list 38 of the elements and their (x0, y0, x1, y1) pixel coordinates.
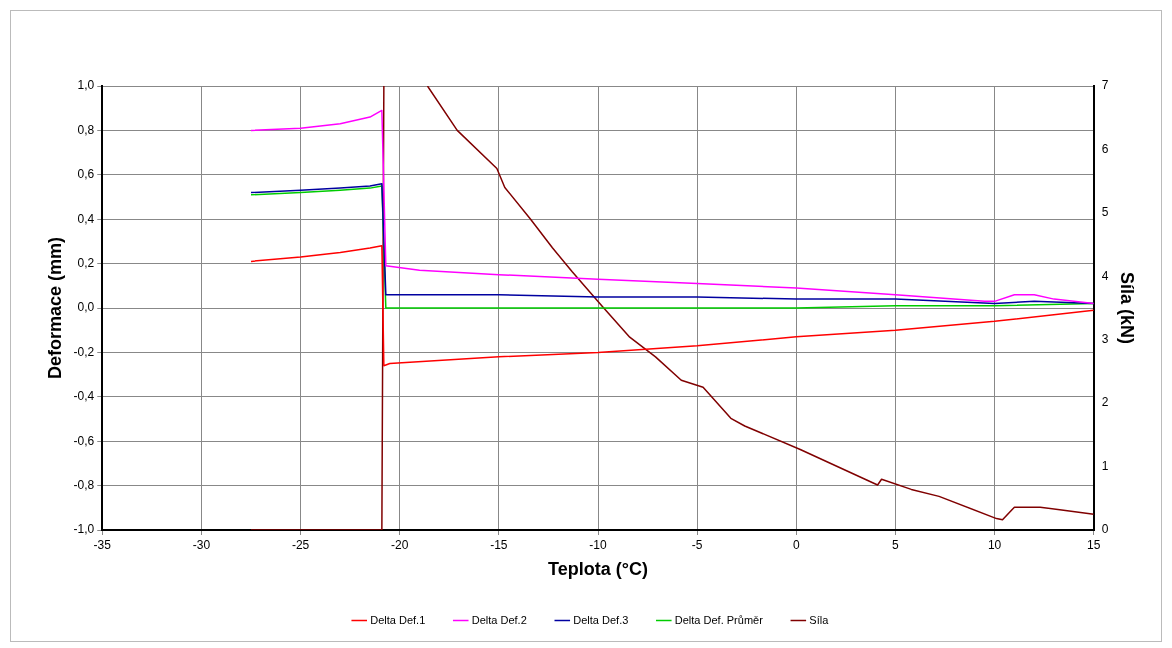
y-tick-label: -0,6 (73, 433, 95, 448)
y2-axis-title: Síla (kN) (1117, 271, 1138, 345)
y-tick-label: 0,2 (77, 255, 95, 270)
x-axis-title: Teplota (°C) (548, 559, 648, 580)
legend-label: Síla (809, 613, 830, 626)
y2-tick-label: 3 (1101, 332, 1109, 347)
y-tick-label: -0,8 (73, 477, 95, 492)
x-tick-label: 0 (792, 537, 800, 552)
y-tick-label: -0,4 (73, 389, 95, 404)
y-tick-label: -0,2 (73, 344, 95, 359)
x-tick-label: -35 (93, 537, 112, 552)
x-tick-label: -10 (589, 537, 607, 552)
x-tick-label: -25 (291, 537, 310, 552)
x-tick-label: 15 (1087, 537, 1101, 552)
y-tick-label: 0,4 (77, 211, 95, 226)
x-tick-label: -30 (192, 537, 211, 552)
y-tick-label: 0,6 (77, 167, 95, 182)
y-tick-label: 0,8 (77, 122, 95, 137)
y2-tick-label: 7 (1101, 78, 1109, 93)
y2-tick-label: 0 (1101, 522, 1109, 537)
legend-label: Delta Def.1 (370, 613, 426, 626)
x-tick-label: -15 (490, 537, 508, 552)
x-tick-label: -20 (391, 537, 409, 552)
y2-tick-label: 2 (1101, 395, 1109, 410)
y2-tick-label: 1 (1101, 458, 1109, 473)
y-tick-label: 0,0 (77, 300, 95, 315)
x-tick-label: -5 (691, 537, 703, 552)
y2-tick-label: 6 (1101, 141, 1109, 156)
y2-tick-label: 4 (1101, 268, 1109, 283)
legend-label: Delta Def. Průměr (674, 613, 764, 626)
legend-label: Delta Def.3 (573, 613, 629, 626)
y-tick-label: -1,0 (73, 522, 95, 537)
y2-tick-label: 5 (1101, 205, 1109, 220)
x-tick-label: 5 (892, 537, 900, 552)
x-tick-label: 10 (987, 537, 1002, 552)
y-tick-label: 1,0 (77, 78, 95, 93)
y-axis-title: Deformace (mm) (44, 236, 65, 380)
legend-label: Delta Def.2 (471, 613, 527, 626)
